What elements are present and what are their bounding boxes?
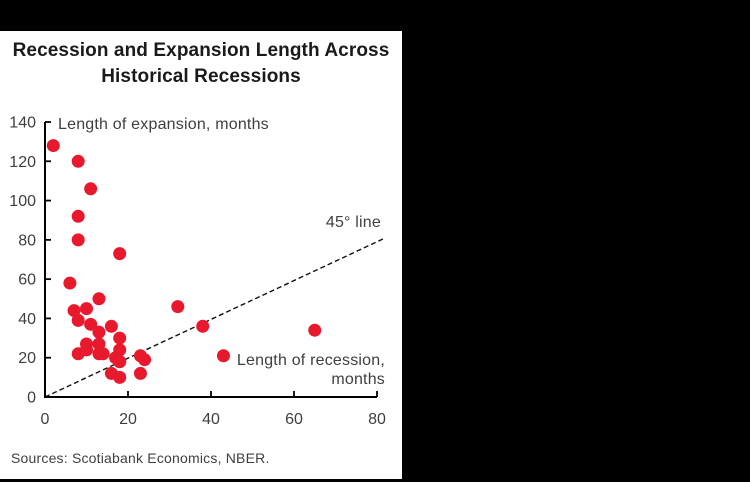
y-tick-label: 100 bbox=[9, 193, 36, 210]
data-point bbox=[84, 317, 98, 331]
data-point bbox=[113, 355, 127, 369]
x-tick-label: 0 bbox=[41, 411, 50, 428]
data-point bbox=[113, 247, 127, 261]
x-axis-annotation-line-1: Length of recession, bbox=[236, 352, 385, 369]
data-point bbox=[171, 300, 185, 314]
data-point bbox=[216, 349, 230, 363]
data-point bbox=[96, 347, 110, 361]
x-axis-annotation-line-2: months bbox=[331, 371, 385, 388]
data-point bbox=[67, 304, 81, 318]
data-point bbox=[80, 302, 93, 316]
x-tick-label: 20 bbox=[119, 411, 137, 428]
data-point bbox=[71, 313, 85, 327]
y-tick-label: 20 bbox=[18, 350, 36, 367]
data-point bbox=[113, 331, 127, 345]
data-point bbox=[84, 182, 98, 196]
sources-note: Sources: Scotiabank Economics, NBER. bbox=[11, 450, 270, 466]
chart-card bbox=[0, 31, 402, 479]
data-point bbox=[308, 323, 322, 337]
x-tick-label: 40 bbox=[202, 411, 220, 428]
x-tick-label: 60 bbox=[285, 411, 303, 428]
data-point bbox=[71, 154, 85, 168]
y-tick-label: 120 bbox=[9, 154, 36, 171]
data-point bbox=[196, 319, 210, 333]
data-point bbox=[92, 325, 106, 339]
y-tick-label: 80 bbox=[18, 232, 36, 249]
y-tick-label: 0 bbox=[27, 390, 36, 407]
data-point bbox=[138, 353, 152, 367]
y-tick-label: 60 bbox=[18, 272, 36, 289]
data-point bbox=[104, 366, 118, 380]
y-tick-label: 140 bbox=[9, 115, 36, 132]
y-tick-label: 40 bbox=[18, 311, 36, 328]
diagonal-45-line bbox=[44, 237, 386, 398]
chart-title-line-1: Recession and Expansion Length Across bbox=[12, 40, 390, 61]
data-point bbox=[92, 337, 106, 351]
data-point bbox=[133, 366, 147, 380]
chart-title: Recession and Expansion Length Across Hi… bbox=[0, 38, 402, 90]
data-point bbox=[104, 319, 118, 333]
x-tick-label: 80 bbox=[368, 411, 386, 428]
data-point bbox=[46, 139, 60, 153]
data-point bbox=[71, 233, 85, 247]
x-axis-annotation: Length of recession, months bbox=[235, 351, 385, 389]
data-point bbox=[71, 209, 85, 223]
chart-title-line-2: Historical Recessions bbox=[101, 66, 301, 87]
y-axis-annotation: Length of expansion, months bbox=[58, 116, 269, 133]
data-point bbox=[80, 343, 93, 357]
data-point bbox=[113, 343, 127, 357]
data-point bbox=[92, 292, 106, 306]
data-point bbox=[63, 276, 77, 290]
diagonal-line-label: 45° line bbox=[325, 214, 381, 231]
